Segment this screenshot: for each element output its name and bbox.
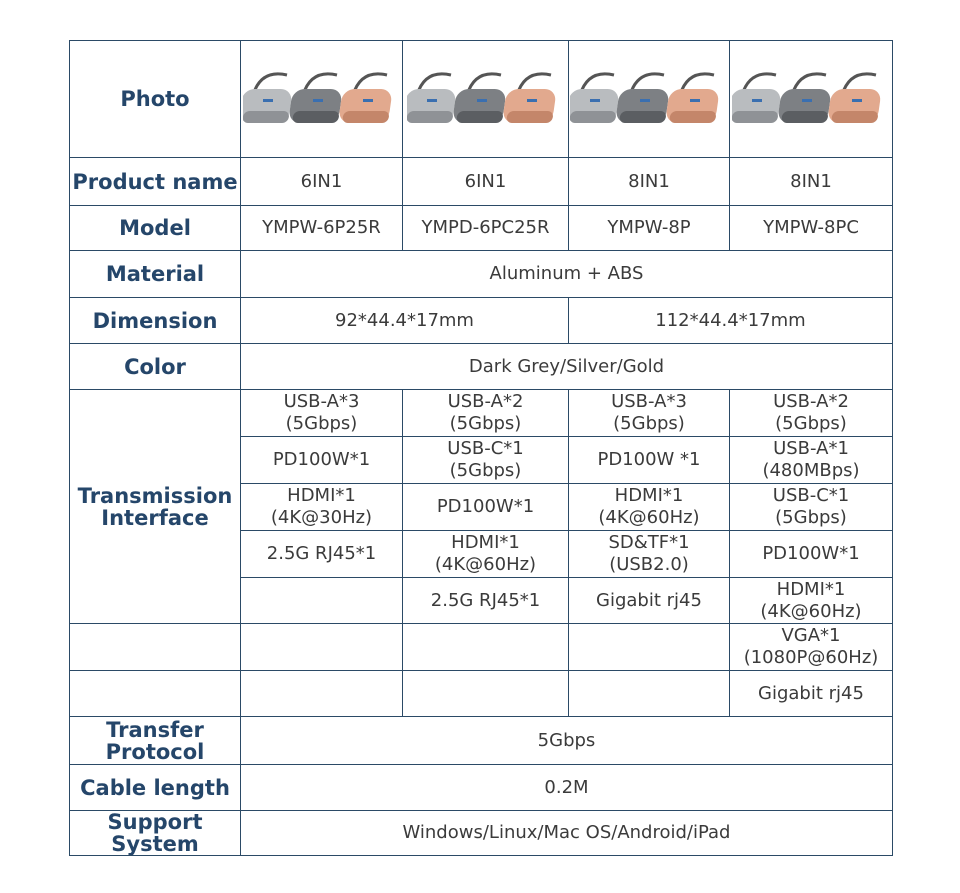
table-row: Gigabit rj45 — [69, 670, 893, 717]
photo-cell — [729, 40, 893, 158]
row-label: Transmission Interface — [69, 389, 241, 624]
table-row: Color Dark Grey/Silver/Gold — [69, 343, 893, 390]
interface-cell: HDMI*1 (4K@60Hz) — [568, 483, 730, 531]
interface-cell: HDMI*1 (4K@60Hz) — [402, 530, 569, 578]
table-row: VGA*1 (1080P@60Hz) — [69, 623, 893, 671]
interface-cell: HDMI*1 (4K@60Hz) — [729, 577, 893, 624]
interface-cell — [402, 623, 569, 671]
value-cell: 6IN1 — [240, 157, 403, 206]
row-label: Color — [69, 343, 241, 390]
table-row: Photo — [69, 40, 893, 158]
interface-cell — [240, 623, 403, 671]
product-photo — [570, 72, 719, 123]
interface-cell: USB-A*2 (5Gbps) — [402, 389, 569, 437]
table-row: PD100W*1 USB-C*1 (5Gbps) PD100W *1 USB-A*1 … — [70, 436, 893, 484]
product-photo — [242, 72, 391, 123]
photo-cell — [568, 40, 730, 158]
product-photo — [406, 72, 555, 123]
value-cell: 8IN1 — [729, 157, 893, 206]
interface-cell: PD100W*1 — [402, 483, 569, 531]
table-row: Cable length 0.2M — [69, 764, 893, 811]
interface-cell: USB-A*3 (5Gbps) — [568, 389, 730, 437]
interface-cell: PD100W*1 — [240, 436, 403, 484]
interface-cell: Gigabit rj45 — [729, 670, 893, 717]
photo-cell — [240, 40, 403, 158]
value-cell: 5Gbps — [240, 716, 893, 765]
value-cell: 8IN1 — [568, 157, 730, 206]
row-label: Photo — [69, 40, 241, 158]
interface-cell: VGA*1 (1080P@60Hz) — [729, 623, 893, 671]
table-row: Model YMPW-6P25R YMPD-6PC25R YMPW-8P YMPW-8P… — [69, 205, 893, 251]
value-cell: 6IN1 — [402, 157, 569, 206]
value-cell: 92*44.4*17mm — [240, 297, 569, 344]
interface-cell: USB-A*1 (480MBps) — [729, 436, 893, 484]
row-label: Support System — [69, 810, 241, 856]
value-cell: 0.2M — [240, 764, 893, 811]
table-row: HDMI*1 (4K@30Hz) PD100W*1 HDMI*1 (4K@60Hz)… — [70, 483, 893, 531]
interface-cell: USB-C*1 (5Gbps) — [402, 436, 569, 484]
photo-cell — [402, 40, 569, 158]
table-row: Product name 6IN1 6IN1 8IN1 8IN1 — [69, 157, 893, 206]
interface-cell — [568, 623, 730, 671]
table-row: 2.5G RJ45*1 Gigabit rj45 HDMI*1 (4K@60Hz) — [70, 577, 893, 624]
table-row: Material Aluminum + ABS — [69, 250, 893, 298]
value-cell: YMPW-8P — [568, 205, 730, 251]
interface-cell: USB-C*1 (5Gbps) — [729, 483, 893, 531]
value-cell: Windows/Linux/Mac OS/Android/iPad — [240, 810, 893, 856]
row-label: Transfer Protocol — [69, 716, 241, 765]
row-label: Model — [69, 205, 241, 251]
spec-table: Photo Product name 6IN1 6IN1 8IN1 8IN1 Model YM… — [69, 40, 893, 856]
interface-cell: 2.5G RJ45*1 — [402, 577, 569, 624]
interface-cell: USB-A*2 (5Gbps) — [729, 389, 893, 437]
row-label — [69, 670, 241, 717]
value-cell: YMPW-6P25R — [240, 205, 403, 251]
interface-cell — [240, 670, 403, 717]
row-label: Cable length — [69, 764, 241, 811]
interface-cell: PD100W*1 — [729, 530, 893, 578]
interface-cell: USB-A*3 (5Gbps) — [240, 389, 403, 437]
interface-cell: SD&TF*1 (USB2.0) — [568, 530, 730, 578]
product-photo — [732, 72, 881, 123]
value-cell: Aluminum + ABS — [240, 250, 893, 298]
interface-cell — [402, 670, 569, 717]
value-cell: Dark Grey/Silver/Gold — [240, 343, 893, 390]
table-row: Transfer Protocol 5Gbps — [69, 716, 893, 765]
interface-cell: HDMI*1 (4K@30Hz) — [240, 483, 403, 531]
row-label: Dimension — [69, 297, 241, 344]
interface-cell — [240, 577, 403, 624]
interface-cell — [568, 670, 730, 717]
interface-cell: PD100W *1 — [568, 436, 730, 484]
table-row: Transmission Interface USB-A*3 (5Gbps) USB… — [69, 389, 893, 624]
row-label: Product name — [69, 157, 241, 206]
table-row: 2.5G RJ45*1 HDMI*1 (4K@60Hz) SD&TF*1 (USB2… — [70, 530, 893, 578]
value-cell: YMPD-6PC25R — [402, 205, 569, 251]
value-cell: YMPW-8PC — [729, 205, 893, 251]
interface-cell: 2.5G RJ45*1 — [240, 530, 403, 578]
row-label — [69, 623, 241, 671]
value-cell: 112*44.4*17mm — [568, 297, 893, 344]
interface-cell: Gigabit rj45 — [568, 577, 730, 624]
row-label: Material — [69, 250, 241, 298]
table-row: Support System Windows/Linux/Mac OS/Andro… — [69, 810, 893, 856]
table-row: Dimension 92*44.4*17mm 112*44.4*17mm — [69, 297, 893, 344]
